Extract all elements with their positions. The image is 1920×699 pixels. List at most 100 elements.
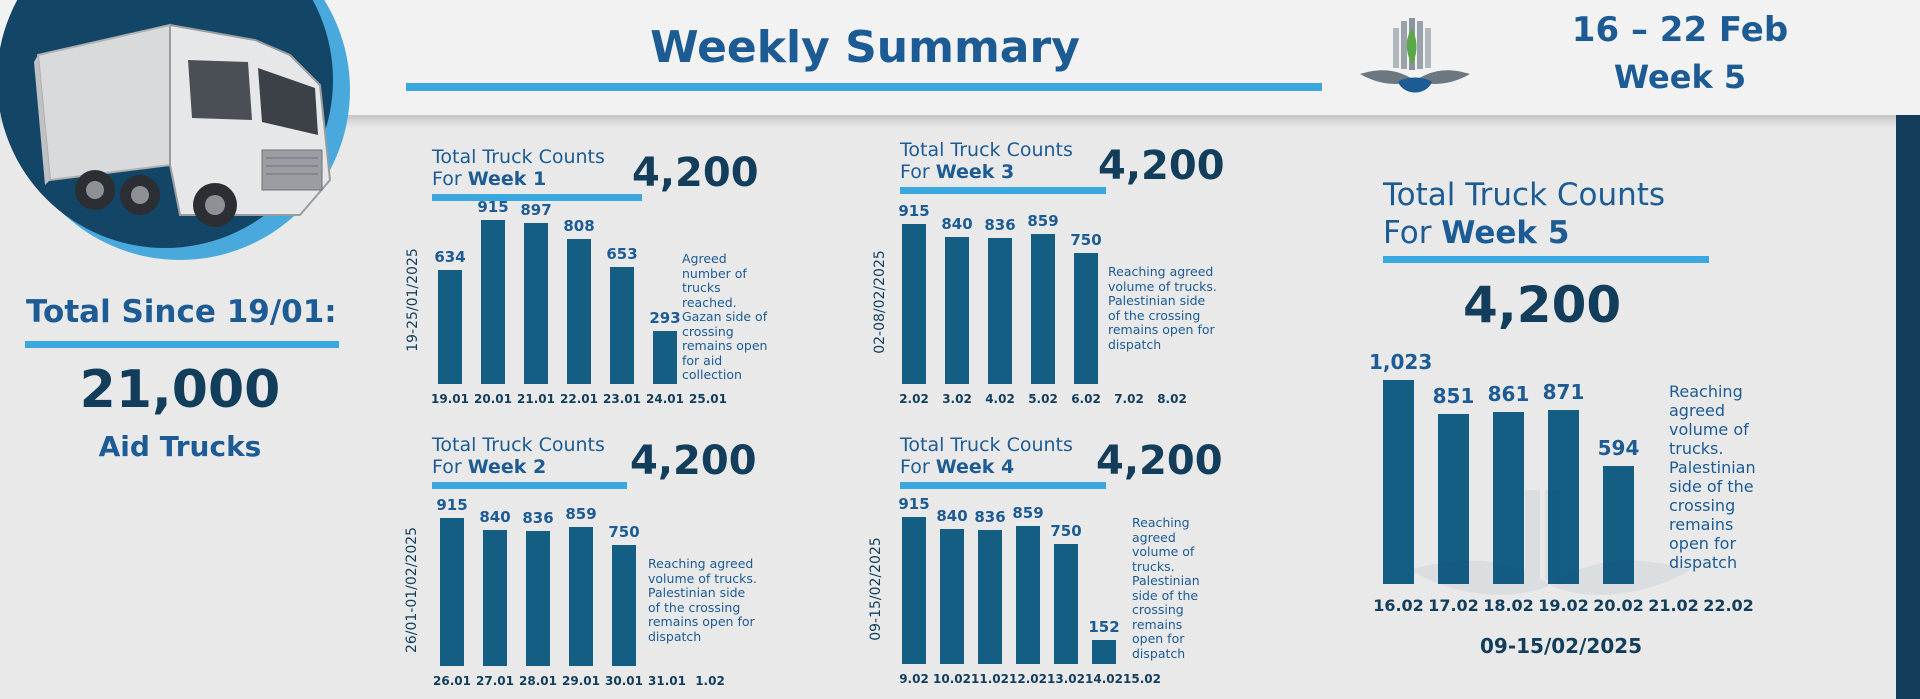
bar — [481, 220, 505, 384]
x-tick-label: 23.01 — [603, 392, 641, 406]
data-label: 915 — [436, 496, 468, 514]
bar — [524, 223, 548, 384]
week-label: Week 5 — [1613, 58, 1747, 96]
bar — [978, 529, 1002, 664]
total-aid-trucks-unit: Aid Trucks — [98, 430, 262, 463]
truck-icon — [34, 23, 332, 227]
bar — [1493, 412, 1524, 584]
bar — [945, 237, 969, 384]
bar — [902, 224, 926, 384]
chart-date-range: 02-08/02/2025 — [872, 250, 888, 354]
total-aid-trucks-value: 21,000 — [79, 360, 281, 420]
data-label: 897 — [520, 201, 552, 220]
chart-title-underline — [900, 482, 1106, 489]
bar — [902, 517, 926, 664]
x-tick-label: 20.02 — [1593, 596, 1644, 615]
x-tick-label: 21.02 — [1648, 596, 1699, 615]
chart-title-underline — [1383, 256, 1709, 263]
data-label: 861 — [1487, 382, 1530, 407]
chart-total-value: 4,200 — [1098, 143, 1225, 189]
chart-date-range: 09-15/02/2025 — [868, 536, 884, 641]
x-tick-label: 10.02 — [933, 672, 971, 686]
x-tick-label: 2.02 — [899, 392, 929, 406]
chart-title: Total Truck Counts For Week 1 — [432, 146, 605, 190]
bar — [940, 529, 964, 664]
chart-title: Total Truck Counts For Week 4 — [900, 434, 1073, 478]
bar — [526, 530, 550, 666]
chart-week-3: Total Truck Counts For Week 3 4,200 02-08/0… — [872, 139, 1240, 406]
data-label: 750 — [1050, 521, 1082, 540]
chart-annotation: Reaching agreed volume of trucks. Palest… — [1108, 264, 1217, 352]
x-tick-label: 29.01 — [562, 674, 600, 688]
bar — [440, 518, 464, 666]
x-tick-label: 22.01 — [560, 392, 598, 406]
chart-total-value: 4,200 — [632, 150, 759, 196]
bar — [1031, 233, 1055, 384]
data-label: 851 — [1432, 384, 1475, 409]
chart-week-5: Total Truck Counts For Week 5 4,200 Reachin… — [1369, 176, 1773, 666]
chart-total-value: 4,200 — [1096, 438, 1223, 484]
bar — [653, 331, 677, 384]
data-label: 634 — [434, 248, 466, 267]
bar — [1016, 525, 1040, 664]
x-tick-label: 21.01 — [517, 392, 555, 406]
x-tick-label: 6.02 — [1071, 392, 1101, 406]
x-tick-label: 8.02 — [1157, 392, 1187, 406]
chart-annotation: Agreed number of trucks reached. Gazan s… — [682, 251, 768, 382]
x-tick-label: 27.01 — [476, 674, 514, 688]
data-label: 840 — [941, 215, 973, 234]
x-tick-label: 31.01 — [648, 674, 686, 688]
chart-date-range: 19-25/01/2025 — [405, 248, 421, 352]
chart-week-1: Total Truck Counts For Week 1 4,200 19-25/0… — [405, 146, 772, 406]
x-tick-label: 11.02 — [971, 672, 1009, 686]
emblem-icon — [1360, 18, 1470, 93]
title-underline — [406, 83, 1322, 91]
x-tick-label: 26.01 — [433, 674, 471, 688]
data-label: 840 — [479, 508, 511, 527]
x-tick-label: 4.02 — [985, 392, 1015, 406]
chart-title: Total Truck Counts For Week 2 — [432, 434, 605, 478]
data-label: 653 — [606, 244, 638, 263]
chart-title: Total Truck Counts For Week 5 — [1383, 177, 1666, 251]
data-label: 836 — [974, 507, 1006, 526]
truck-illustration — [0, 0, 360, 274]
bar — [567, 239, 591, 384]
data-label: 915 — [898, 495, 930, 513]
x-tick-label: 5.02 — [1028, 392, 1058, 406]
x-tick-label: 24.01 — [646, 392, 684, 406]
bar — [1054, 543, 1078, 664]
x-tick-label: 22.02 — [1703, 596, 1754, 615]
data-label: 594 — [1597, 435, 1640, 460]
x-tick-label: 9.02 — [899, 672, 929, 686]
bar — [1548, 410, 1579, 584]
data-label: 871 — [1542, 380, 1585, 405]
chart-title-underline — [900, 187, 1106, 194]
bar — [610, 266, 634, 384]
right-edge-strip — [1896, 115, 1920, 699]
data-label: 750 — [1070, 230, 1102, 249]
data-label: 859 — [565, 505, 597, 524]
x-tick-label: 30.01 — [605, 674, 643, 688]
x-tick-label: 16.02 — [1373, 596, 1424, 615]
data-label: 750 — [608, 522, 640, 541]
x-tick-label: 25.01 — [689, 392, 727, 406]
data-label: 859 — [1027, 211, 1059, 230]
chart-total-value: 4,200 — [1463, 276, 1622, 334]
total-since-underline — [25, 341, 339, 348]
bar — [1438, 414, 1469, 584]
bar — [612, 544, 636, 666]
x-tick-label: 20.01 — [474, 392, 512, 406]
bar — [1074, 252, 1098, 384]
total-since-label: Total Since 19/01: — [26, 294, 337, 330]
x-tick-label: 28.01 — [519, 674, 557, 688]
x-tick-label: 19.02 — [1538, 596, 1589, 615]
chart-title-underline — [432, 482, 627, 489]
data-label: 859 — [1012, 503, 1044, 522]
data-label: 915 — [477, 198, 509, 216]
data-label: 840 — [936, 507, 968, 526]
x-tick-label: 12.02 — [1009, 672, 1047, 686]
chart-annotation: Reaching agreed volume of trucks. Palest… — [1669, 382, 1756, 572]
chart-date-range: 09-15/02/2025 — [1480, 634, 1643, 658]
bar — [438, 270, 462, 384]
bar — [1603, 465, 1634, 584]
